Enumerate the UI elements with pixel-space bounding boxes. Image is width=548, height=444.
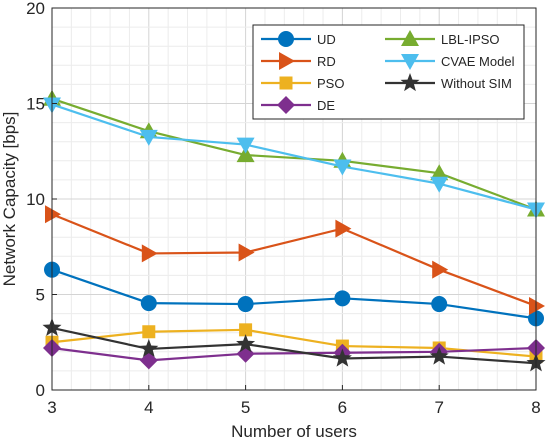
y-tick-label: 20 <box>26 0 45 18</box>
data-point-rd <box>45 205 61 224</box>
data-point-cvae-model <box>430 176 449 193</box>
data-point-without-sim <box>332 348 352 367</box>
legend-marker-ud <box>278 31 294 47</box>
data-point-pso <box>239 323 253 337</box>
legend-entry-without-sim: Without SIM <box>385 73 512 92</box>
x-tick-label: 6 <box>338 398 347 417</box>
data-point-ud <box>140 295 157 312</box>
y-axis-label: Network Capacity [bps] <box>0 112 19 287</box>
legend-entry-cvae-model: CVAE Model <box>385 54 515 70</box>
legend-entry-lbl-ipso: LBL-IPSO <box>385 30 500 47</box>
y-tick-label: 0 <box>36 381 45 400</box>
x-axis-label: Number of users <box>231 422 357 441</box>
data-point-ud <box>237 296 254 313</box>
data-point-ud <box>431 296 448 313</box>
data-point-without-sim <box>139 338 159 358</box>
legend-label-de: DE <box>317 98 335 113</box>
legend-label-cvae-model: CVAE Model <box>441 54 515 69</box>
data-point-lbl-ipso <box>236 146 255 163</box>
data-point-without-sim <box>429 346 449 365</box>
legend-label-pso: PSO <box>317 76 344 91</box>
legend: UD RD PSO DE LBL-IPSO CVAE Model Without SIM <box>252 24 525 120</box>
legend-marker-rd <box>279 52 295 70</box>
legend-label-ud: UD <box>317 32 336 47</box>
series-line-cvae-model <box>51 103 537 211</box>
series-line-rd <box>51 213 537 307</box>
data-point-rd <box>432 260 449 279</box>
legend-marker-de <box>277 96 295 114</box>
series-line-without-sim <box>51 326 537 365</box>
legend-label-lbl-ipso: LBL-IPSO <box>441 32 500 47</box>
data-point-cvae-model <box>236 137 255 154</box>
data-point-pso <box>142 325 156 339</box>
data-point-cvae-model <box>333 159 352 176</box>
legend-entry-ud: UD <box>261 31 336 47</box>
series-line-lbl-ipso <box>51 97 537 211</box>
data-point-cvae-model <box>139 129 158 146</box>
legend-label-without-sim: Without SIM <box>441 76 512 91</box>
legend-box <box>252 24 525 120</box>
data-point-rd <box>529 296 545 315</box>
x-tick-label: 4 <box>144 398 153 417</box>
y-tick-label: 5 <box>36 286 45 305</box>
series-line-de <box>51 346 537 362</box>
legend-marker-pso <box>279 76 293 90</box>
y-tick-label: 10 <box>26 190 45 209</box>
legend-entry-rd: RD <box>261 52 336 70</box>
legend-label-rd: RD <box>317 54 336 69</box>
series-line-ud <box>51 268 537 320</box>
x-tick-label: 7 <box>434 398 443 417</box>
data-point-rd <box>141 244 158 263</box>
x-tick-label: 5 <box>241 398 250 417</box>
data-point-lbl-ipso <box>430 164 449 181</box>
data-point-rd <box>238 243 255 262</box>
series-rd <box>45 205 545 315</box>
x-tick-label: 8 <box>531 398 540 417</box>
legend-marker-lbl-ipso <box>401 30 419 46</box>
y-tick-label: 15 <box>26 95 45 114</box>
data-point-without-sim <box>236 334 256 353</box>
legend-entry-de: DE <box>261 96 335 114</box>
data-point-rd <box>335 219 352 238</box>
legend-marker-cvae-model <box>401 54 419 70</box>
x-tick-label: 3 <box>47 398 56 417</box>
data-point-ud <box>334 290 351 307</box>
axis-ticks: 3 4 5 6 7 8 0 5 10 15 20 <box>26 0 541 417</box>
legend-entry-pso: PSO <box>261 76 344 91</box>
series-line-pso <box>51 328 537 358</box>
legend-marker-without-sim <box>400 73 420 92</box>
